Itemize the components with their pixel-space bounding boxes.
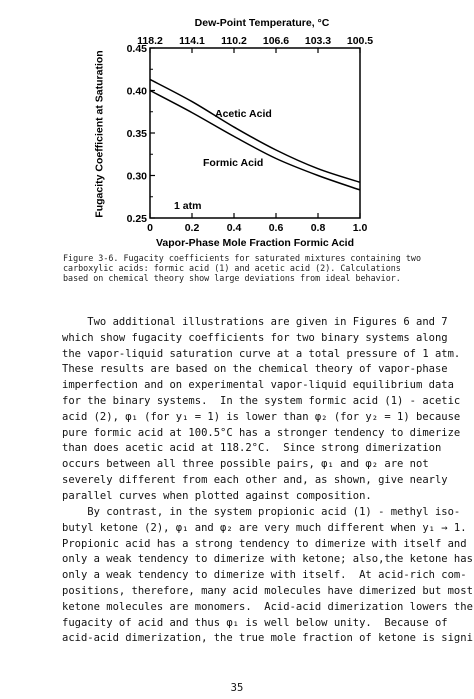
chart-x-axis-label: Vapor-Phase Mole Fraction Formic Acid <box>156 237 354 249</box>
top-tick-label: 103.3 <box>305 35 331 47</box>
top-tick-label: 106.6 <box>263 35 289 47</box>
y-tick-label: 0.30 <box>127 171 148 183</box>
paragraph-2: By contrast, in the system propionic aci… <box>62 506 474 645</box>
plot-frame <box>149 47 361 219</box>
top-tick-label: 100.5 <box>347 35 373 47</box>
x-tick-label: 0.2 <box>185 222 200 234</box>
series-line-acetic-acid <box>149 78 361 184</box>
y-tick-label: 0.35 <box>127 128 148 140</box>
y-tick-label: 0.45 <box>127 43 148 55</box>
top-tick-label: 110.2 <box>221 35 247 47</box>
x-tick-label: 0.6 <box>269 222 284 234</box>
page-number: 35 <box>230 682 244 694</box>
top-tick-label: 118.2 <box>137 35 163 47</box>
y-tick-label: 0.25 <box>127 213 148 225</box>
x-tick-label: 0 <box>147 222 153 234</box>
x-tick-label: 1.0 <box>353 222 368 234</box>
paragraph-1: Two additional illustrations are given i… <box>62 316 461 502</box>
x-tick-label: 0.4 <box>227 222 242 234</box>
series-line-formic-acid <box>149 89 361 191</box>
chart-y-axis-label: Fugacity Coefficient at Saturation <box>95 50 105 217</box>
y-tick-label: 0.40 <box>127 86 148 98</box>
figure-caption: Figure 3-6. Fugacity coefficients for sa… <box>63 253 421 284</box>
chart-top-axis-label: Dew-Point Temperature, °C <box>195 17 330 29</box>
series-label-formic-acid: Formic Acid <box>203 157 263 169</box>
series-label-acetic-acid: Acetic Acid <box>215 108 272 120</box>
pressure-annotation: 1 atm <box>174 200 201 212</box>
x-tick-label: 0.8 <box>311 222 326 234</box>
fugacity-chart: Dew-Point Temperature, °C Vapor-Phase Mo… <box>95 17 373 249</box>
top-tick-label: 114.1 <box>179 35 205 47</box>
